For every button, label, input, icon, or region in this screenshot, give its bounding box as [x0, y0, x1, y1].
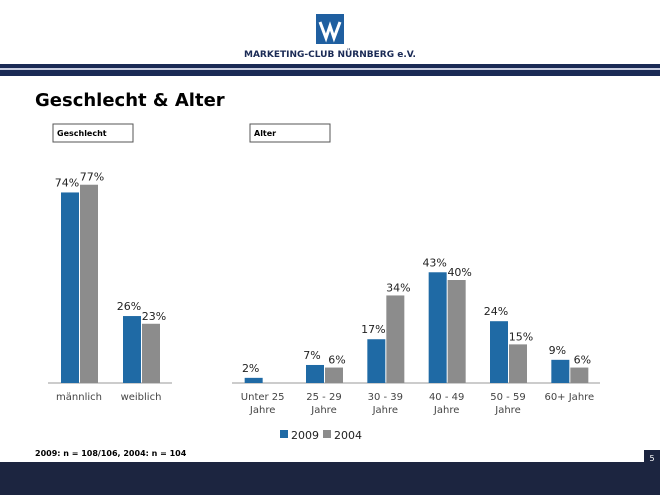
legend-swatch	[323, 430, 331, 438]
bar	[490, 321, 508, 383]
chart-title: Geschlecht	[57, 129, 107, 138]
bar	[386, 295, 405, 383]
x-tick-label: 50 - 59 Jahre	[490, 392, 526, 416]
bar	[447, 280, 466, 383]
bar	[325, 367, 343, 383]
x-tick-label: 40 - 49 Jahre	[428, 392, 465, 416]
data-label: 43%	[422, 256, 446, 269]
box	[249, 123, 331, 143]
page-box	[644, 450, 660, 464]
stripe	[0, 70, 660, 76]
data-label: 17%	[361, 323, 385, 336]
x-tick-label: weiblich	[120, 392, 162, 403]
footer-band	[0, 462, 660, 495]
bar	[428, 272, 447, 383]
data-label: 6%	[328, 354, 345, 367]
logo-mark	[318, 21, 342, 43]
data-label: 9%	[549, 344, 566, 357]
legend-label: 2009	[291, 429, 319, 442]
chart-title: Alter	[254, 129, 276, 138]
bar	[142, 323, 160, 383]
bar	[123, 316, 141, 383]
data-label: 74%	[55, 176, 79, 189]
bar	[367, 339, 386, 383]
bar	[244, 377, 263, 383]
stripe	[0, 68, 660, 70]
data-label: 26%	[117, 300, 141, 313]
x-tick-label: 60+ Jahre	[544, 392, 595, 403]
x-tick-label: männlich	[56, 392, 102, 403]
x-tick-label: 25 - 29 Jahre	[306, 392, 342, 416]
data-label: 6%	[574, 354, 591, 367]
bar	[551, 359, 570, 383]
slide-title: Geschlecht & Alter	[35, 90, 225, 111]
bar	[570, 367, 589, 383]
legend-label: 2004	[334, 429, 362, 442]
footnote: 2009: n = 108/106, 2004: n = 104	[35, 449, 187, 458]
data-label: 2%	[242, 362, 259, 375]
data-label: 23%	[142, 310, 166, 323]
bar	[80, 184, 98, 383]
data-label: 24%	[484, 305, 508, 318]
bar	[306, 364, 324, 383]
box	[52, 123, 134, 143]
org-name: MARKETING-CLUB NÜRNBERG e.V.	[244, 49, 416, 60]
data-label: 77%	[80, 171, 104, 184]
bar	[61, 192, 79, 383]
data-label: 7%	[303, 349, 320, 362]
data-label: 34%	[386, 281, 410, 294]
bar	[509, 344, 527, 383]
data-label: 40%	[447, 266, 471, 279]
x-tick-label: Unter 25 Jahre	[240, 392, 285, 416]
stripe	[0, 64, 660, 68]
x-tick-label: 30 - 39 Jahre	[367, 392, 404, 416]
page-number: 5	[649, 454, 654, 463]
legend-swatch	[280, 430, 288, 438]
data-label: 15%	[509, 330, 533, 343]
